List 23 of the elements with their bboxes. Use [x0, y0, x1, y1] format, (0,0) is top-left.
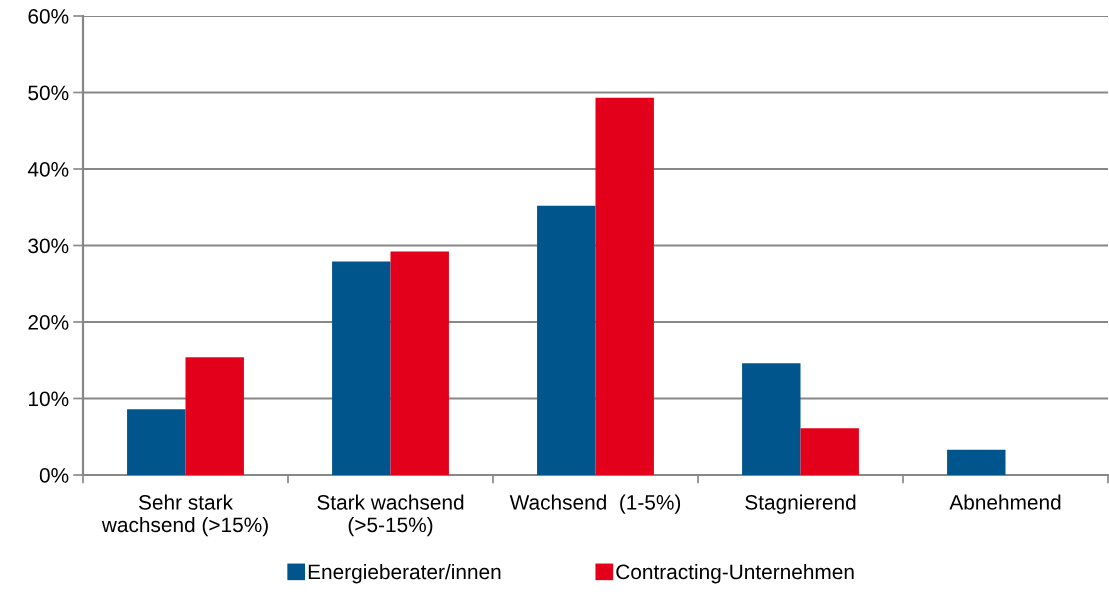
x-tick-label: Wachsend (1-5%) — [509, 494, 681, 514]
y-tick-label: 20% — [28, 315, 69, 330]
y-tick-label: 10% — [29, 391, 69, 407]
bar — [800, 428, 859, 475]
y-tick-label: 40% — [27, 162, 69, 177]
y-tick-label: 0% — [39, 468, 69, 483]
legend-label: Contracting-Unternehmen — [616, 563, 854, 584]
x-tick-label: Sehr stark wachsend (>15%) — [101, 494, 268, 537]
x-tick-label: Stark wachsend (>5-15%) — [317, 494, 464, 537]
y-tick-label: 30% — [28, 238, 69, 254]
bar — [595, 97, 654, 475]
y-tick-label: 60% — [28, 9, 69, 24]
y-tick-label: 50% — [28, 85, 69, 101]
bar — [332, 261, 391, 475]
x-tick-label: Stagnierend — [745, 494, 856, 514]
bar — [185, 357, 244, 475]
x-tick-label: Abnehmend — [949, 494, 1061, 510]
bar — [742, 363, 801, 475]
bar — [390, 251, 449, 475]
bar — [947, 449, 1006, 475]
bar — [537, 205, 596, 475]
legend-label: Energieberater/innen — [308, 563, 501, 584]
bar — [127, 409, 186, 475]
